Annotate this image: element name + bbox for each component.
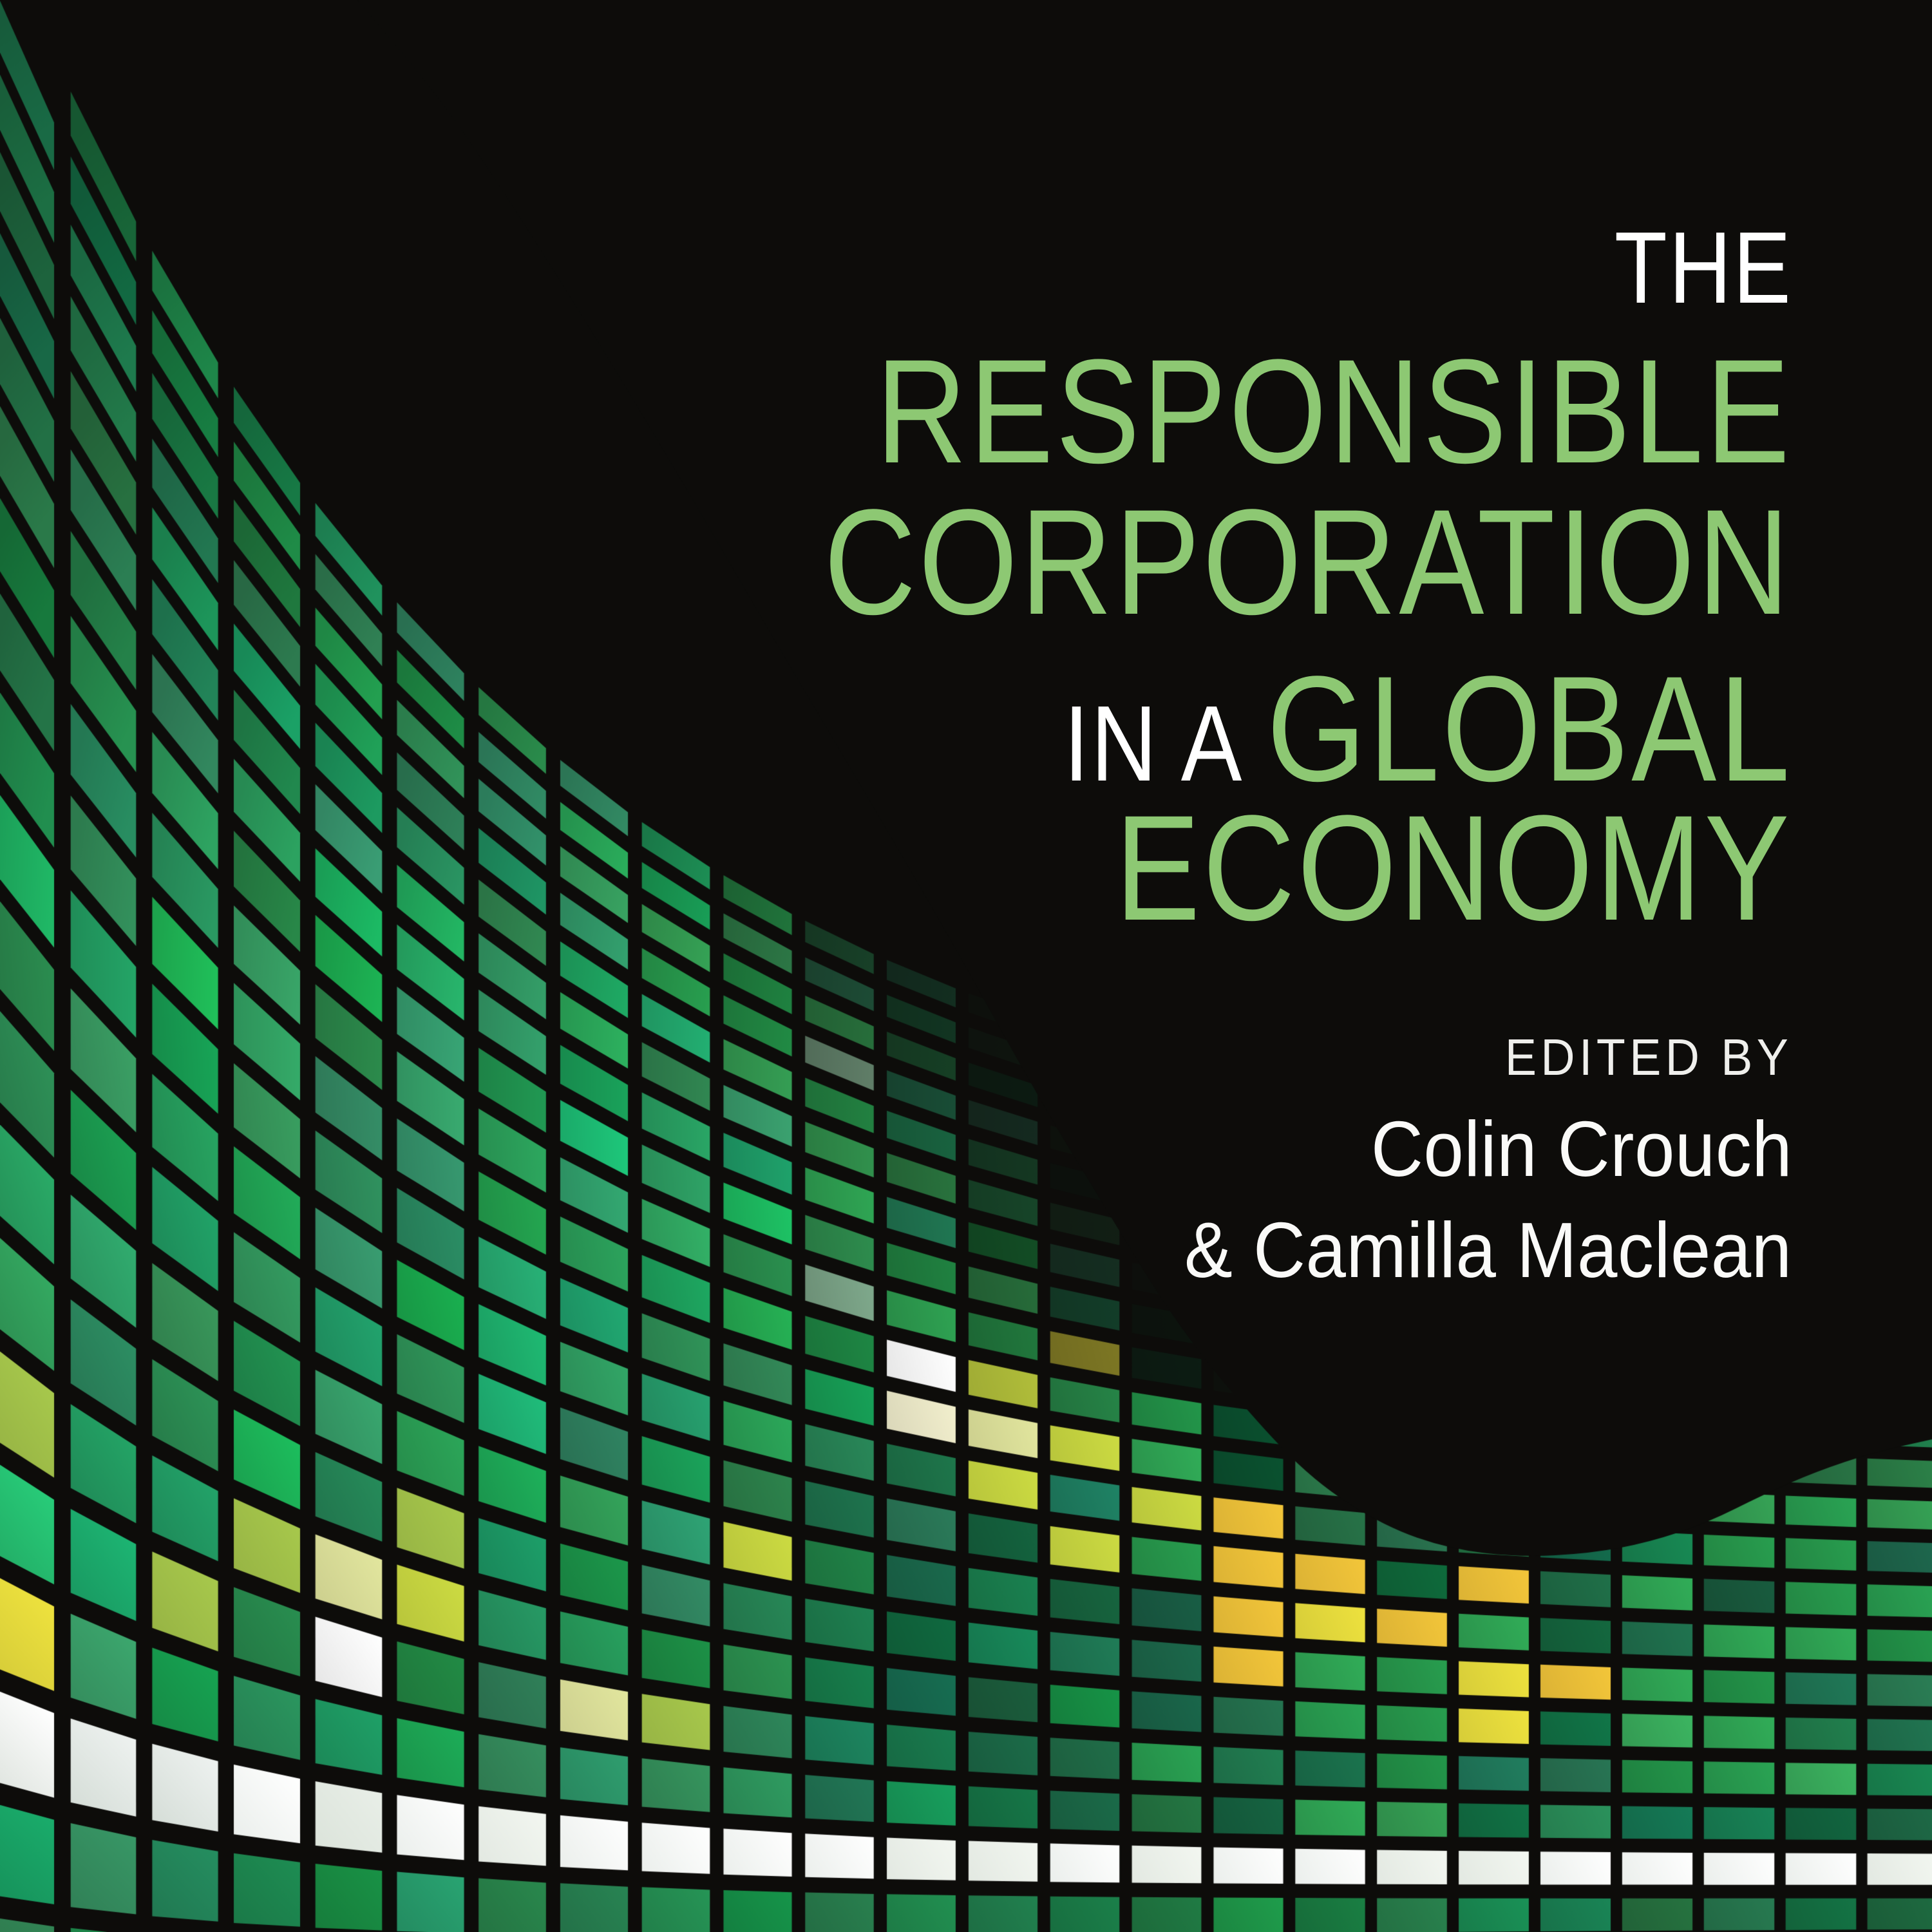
title-in-a: IN A <box>1063 684 1244 804</box>
edited-by-label: EDITED BY <box>1504 1028 1792 1086</box>
title-line-in-a-global: IN A GLOBAL <box>1063 654 1792 804</box>
title-line-the: THE <box>1614 211 1792 325</box>
editor-name-1: Colin Crouch <box>1370 1105 1792 1193</box>
title-line-corporation: CORPORATION <box>824 478 1792 646</box>
title-global: GLOBAL <box>1266 645 1792 813</box>
title-line-economy: ECONOMY <box>1115 784 1792 952</box>
title-line-responsible: RESPONSIBLE <box>876 328 1792 494</box>
editor-name-2: & Camilla Maclean <box>1184 1206 1792 1294</box>
